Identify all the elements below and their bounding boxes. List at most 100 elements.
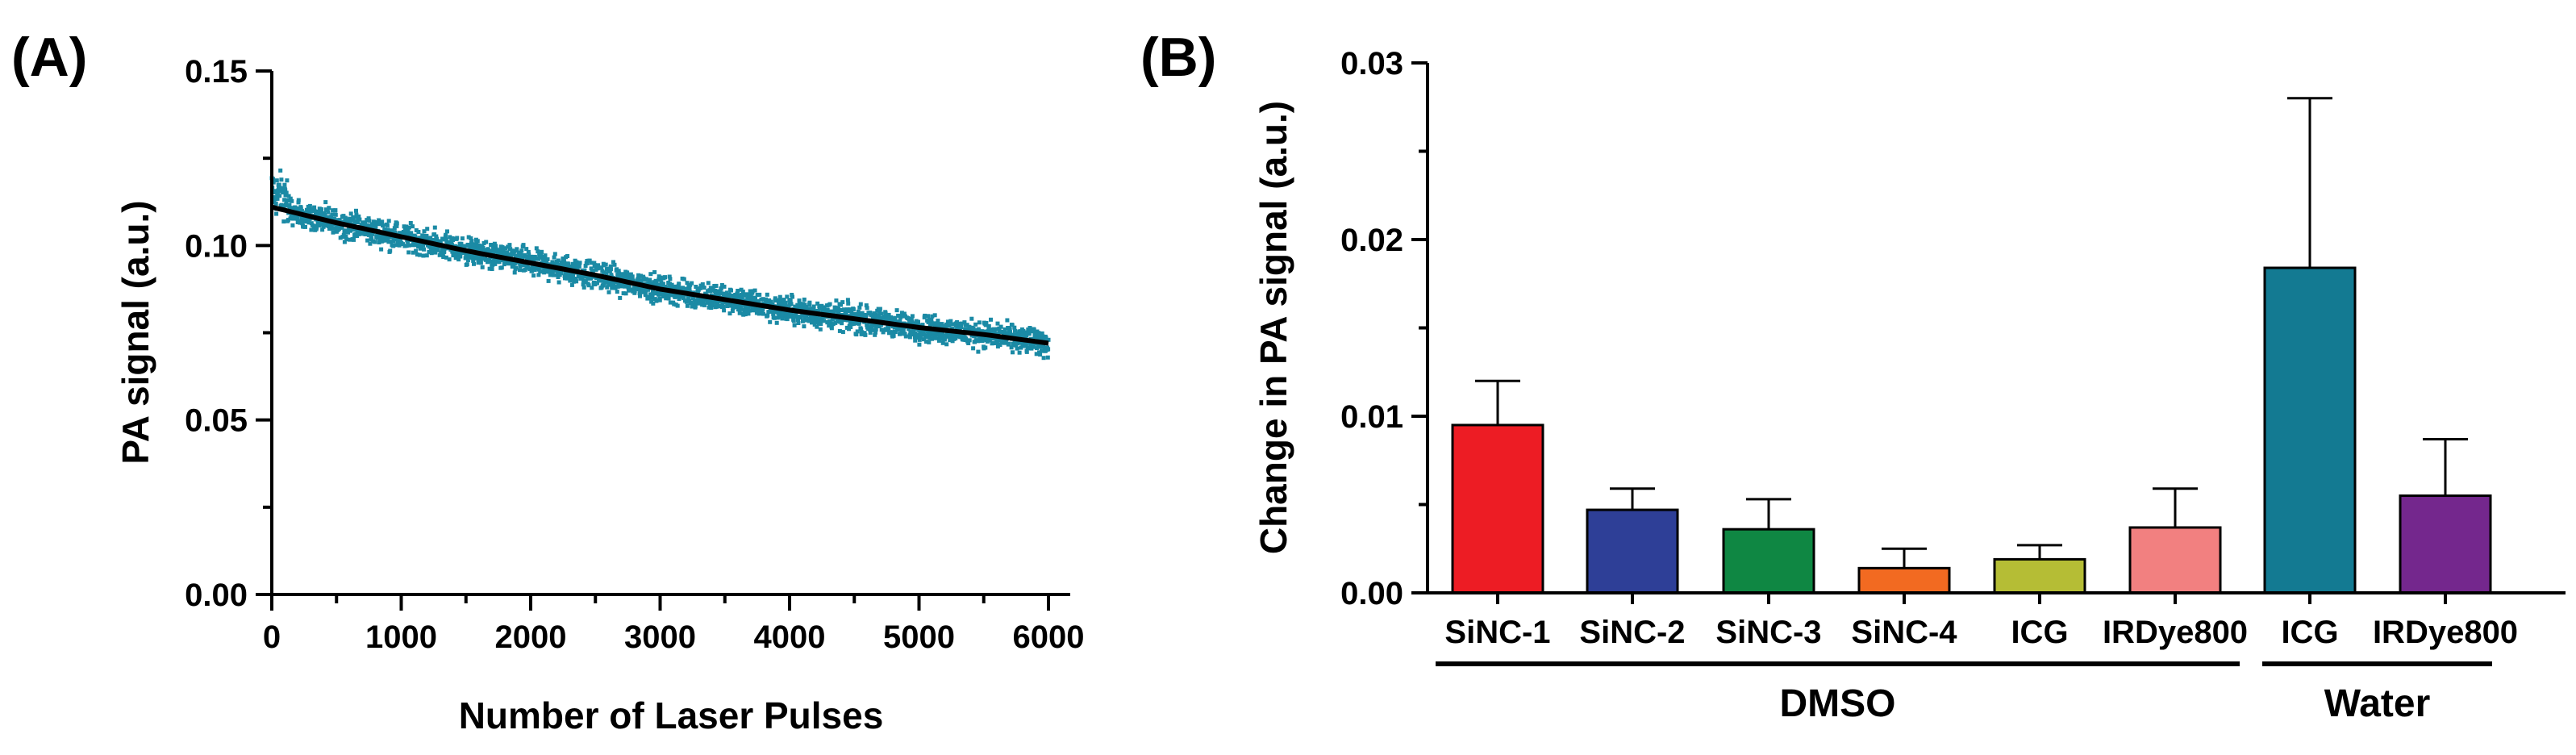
scatter-point [864,313,869,317]
scatter-point [469,247,473,252]
scatter-point [858,311,863,316]
scatter-point [817,304,822,309]
scatter-point [546,278,551,283]
scatter-point [817,307,822,311]
scatter-point [414,248,419,253]
scatter-point [556,258,561,263]
scatter-point [1012,325,1017,330]
scatter-point [901,328,906,333]
scatter-point [323,223,328,228]
y-tick-label: 0.00 [185,578,248,613]
scatter-point [948,336,953,340]
scatter-point [868,330,873,335]
scatter-point [349,218,354,223]
scatter-point [859,327,864,332]
scatter-point [922,332,927,337]
scatter-point [284,190,289,195]
scatter-point [874,317,879,322]
scatter-point [893,330,898,334]
scatter-point [344,235,348,239]
scatter-point [761,297,765,302]
scatter-point [366,232,371,237]
scatter-point [405,232,410,236]
scatter-point [582,268,587,273]
scatter-point [796,321,801,325]
scatter-point [1040,331,1044,336]
scatter-point [777,312,782,317]
scatter-point [422,247,427,252]
scatter-point [815,301,820,306]
scatter-point [515,253,519,258]
scatter-point [942,337,947,342]
scatter-point [794,314,798,318]
scatter-point [700,282,705,286]
scatter-point [744,308,749,313]
scatter-point [444,237,448,242]
scatter-point [352,237,356,242]
scatter-point [994,338,998,343]
scatter-point [777,294,782,299]
scatter-point [606,290,611,294]
x-tick-label: 0 [263,619,281,655]
scatter-point [1027,329,1032,334]
scatter-point [627,284,631,289]
scatter-point [740,293,744,298]
scatter-point [644,288,648,293]
scatter-point [973,327,977,332]
scatter-point [1011,333,1016,337]
scatter-point [648,277,652,282]
scatter-point [1039,343,1044,348]
scatter-point [348,221,352,226]
scatter-point [497,260,502,265]
y-ticks: 0.00 0.05 0.10 0.15 [185,54,272,613]
scatter-point [283,188,288,193]
scatter-point [325,221,329,226]
scatter-point [421,253,426,258]
y-tick-label: 0.01 [1340,399,1403,435]
scatter-point [577,261,582,265]
scatter-point [281,219,286,224]
scatter-point [346,230,350,235]
scatter-point [748,289,752,294]
scatter-point [369,235,373,240]
scatter-point [999,330,1004,334]
scatter-point [432,238,437,243]
bar [2263,266,2357,594]
scatter-point [389,240,394,244]
scatter-point [373,240,377,244]
scatter-point [690,302,695,307]
scatter-point [505,250,510,255]
scatter-point [926,314,931,319]
scatter-point [590,269,595,273]
scatter-point [377,218,381,223]
scatter-point [781,311,786,315]
scatter-point [319,214,323,219]
scatter-point [536,249,540,254]
scatter-point [306,211,311,215]
scatter-point [373,224,378,229]
scatter-point [436,247,440,252]
scatter-point [406,243,411,248]
scatter-point [709,306,714,311]
x-tick-label: SiNC-1 [1444,615,1550,650]
scatter-point [275,196,280,201]
scatter-point [1005,318,1010,323]
scatter-point [386,236,390,240]
scatter-point [465,242,470,247]
scatter-point [342,240,347,244]
scatter-point [481,241,486,245]
scatter-point [331,230,336,235]
scatter-point [986,323,991,328]
scatter-point [386,240,391,244]
scatter-point [312,208,317,213]
panel-a: (A) 0.00 0.05 0.10 0.15 0 1000 2000 3000 4000 50… [11,27,1084,736]
scatter-point [565,254,569,258]
scatter-point [853,321,858,326]
scatter-point [442,249,447,254]
scatter-point [919,335,923,340]
y-tick-label: 0.05 [185,403,248,439]
scatter-point [761,311,765,316]
scatter-point [920,323,925,327]
scatter-point [827,302,832,307]
scatter-point [413,243,418,248]
